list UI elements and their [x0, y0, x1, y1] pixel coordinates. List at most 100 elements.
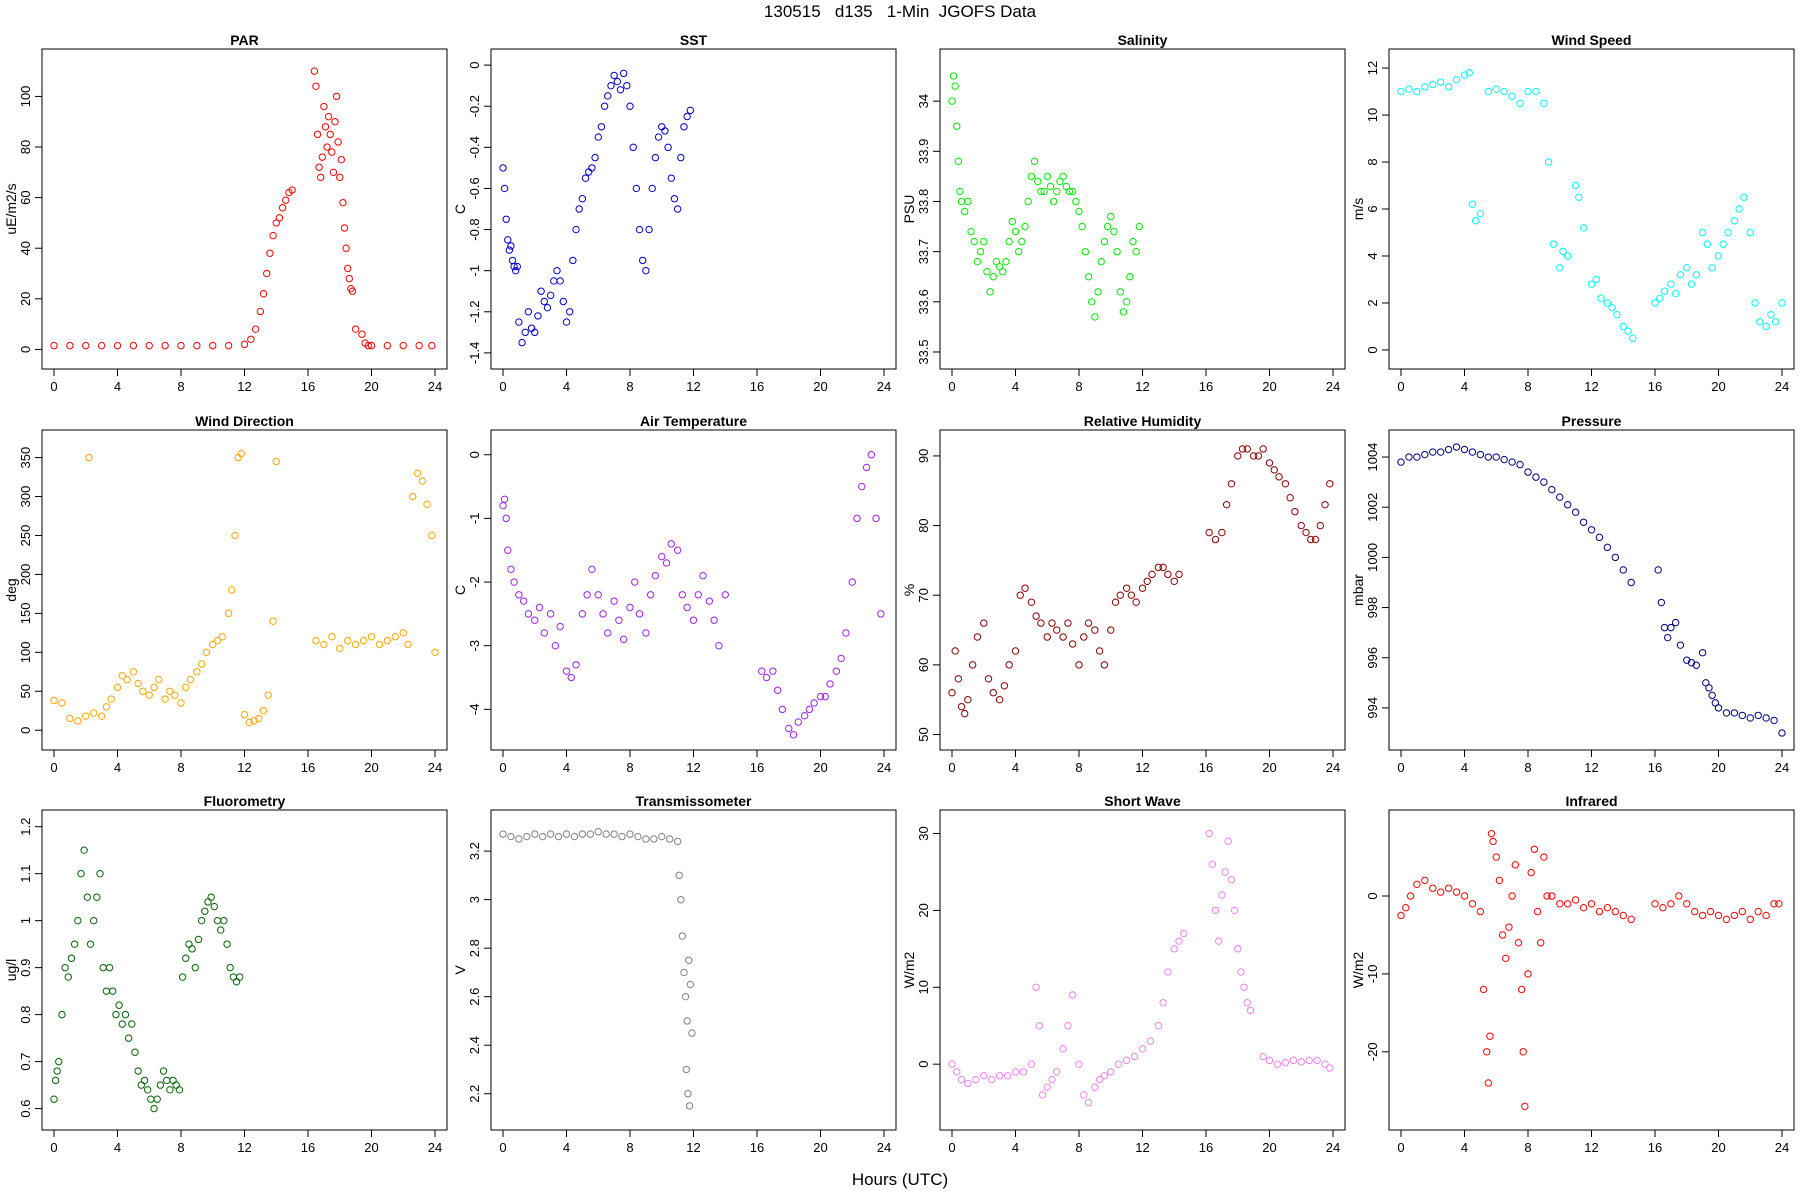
data-point: [858, 482, 866, 491]
y-tick-label: 33.6: [916, 289, 931, 314]
panel-title: Fluorometry: [204, 793, 286, 809]
data-point: [1221, 868, 1229, 876]
x-tick-label: 16: [301, 379, 315, 394]
data-point: [1080, 1091, 1088, 1099]
data-point: [1619, 566, 1627, 574]
data-point: [705, 597, 714, 605]
y-tick-label: 0: [1365, 346, 1380, 353]
data-point: [1687, 280, 1696, 288]
y-tick-label: -0.6: [467, 177, 482, 199]
data-point: [1091, 1083, 1099, 1091]
data-point: [1571, 896, 1580, 904]
x-tick-label: 20: [364, 1140, 378, 1155]
data-point: [968, 661, 977, 669]
data-point: [973, 633, 982, 641]
y-tick-label: 50: [18, 684, 33, 698]
x-tick-label: 0: [1397, 379, 1404, 394]
data-point: [153, 1095, 161, 1103]
data-point: [228, 586, 236, 594]
panel-air-temperature: Air Temperature 0 4 8 12 16 20 24 -4 -3 -2 -1 0 C: [452, 413, 897, 775]
data-point: [340, 224, 349, 232]
x-tick-label: 12: [237, 379, 251, 394]
data-point: [1429, 80, 1437, 89]
data-point: [1730, 911, 1739, 920]
data-point: [570, 832, 579, 841]
y-tick-label: 350: [18, 447, 33, 469]
data-point: [1714, 252, 1723, 260]
data-point: [877, 610, 885, 618]
data-point: [1307, 535, 1315, 544]
data-point: [1413, 87, 1421, 96]
data-point: [1107, 212, 1115, 221]
plot-frame: [41, 809, 448, 1131]
data-point: [1563, 252, 1572, 260]
data-point: [680, 968, 688, 977]
data-point: [519, 597, 528, 605]
data-point: [1683, 264, 1691, 272]
data-point: [507, 832, 515, 841]
data-point: [1107, 1068, 1115, 1076]
data-point: [1556, 493, 1564, 501]
data-point: [546, 610, 555, 618]
data-point: [1018, 237, 1026, 246]
data-point: [1444, 884, 1453, 892]
y-tick-label: 33.9: [916, 139, 931, 164]
y-tick-label: 1002: [1365, 493, 1380, 522]
data-point: [128, 1020, 136, 1028]
data-point: [662, 559, 671, 567]
data-point: [1544, 158, 1553, 166]
data-point: [521, 328, 529, 337]
plot-frame: [1388, 429, 1795, 751]
data-point: [1746, 714, 1754, 722]
data-point: [359, 636, 368, 645]
x-tick-label: 0: [499, 1140, 506, 1155]
data-point: [1479, 985, 1488, 994]
data-point: [1476, 907, 1485, 916]
data-point: [1397, 911, 1405, 920]
y-axis-label: uE/m2/s: [3, 183, 19, 234]
data-point: [1762, 911, 1770, 920]
data-point: [1211, 906, 1220, 915]
data-point: [197, 916, 206, 925]
data-point: [565, 308, 574, 316]
data-point: [1205, 528, 1213, 537]
data-point: [515, 591, 523, 599]
data-point: [1487, 829, 1496, 838]
data-point: [646, 591, 655, 599]
data-point: [507, 242, 515, 250]
data-point: [1237, 968, 1245, 976]
y-tick-label: 100: [18, 86, 33, 108]
data-point: [980, 237, 988, 246]
data-point: [961, 207, 969, 216]
data-point: [1111, 598, 1120, 606]
data-point: [1476, 450, 1485, 459]
data-point: [218, 633, 226, 641]
data-point: [957, 1075, 966, 1084]
data-point: [1706, 907, 1715, 916]
data-point: [1746, 915, 1754, 924]
data-point: [1084, 619, 1093, 627]
data-point: [673, 205, 682, 213]
y-tick-label: 1.2: [18, 818, 33, 836]
data-point: [1468, 200, 1477, 209]
data-point: [1762, 714, 1770, 722]
data-point: [269, 617, 277, 625]
data-point: [1126, 273, 1134, 281]
data-point: [1180, 929, 1188, 938]
data-point: [1246, 1006, 1255, 1015]
data-point: [1154, 1022, 1163, 1030]
data-point: [578, 195, 587, 203]
data-point: [867, 451, 875, 459]
y-axis-label: deg: [3, 578, 19, 601]
data-point: [1084, 273, 1093, 281]
data-point: [1275, 473, 1283, 481]
y-tick-label: 3: [467, 896, 482, 903]
data-point: [313, 130, 322, 139]
data-point: [1040, 187, 1048, 196]
data-point: [1127, 591, 1136, 599]
data-point: [1043, 1083, 1051, 1091]
y-tick-label: 998: [1365, 597, 1380, 619]
data-point: [572, 225, 580, 234]
data-point: [1471, 217, 1480, 225]
